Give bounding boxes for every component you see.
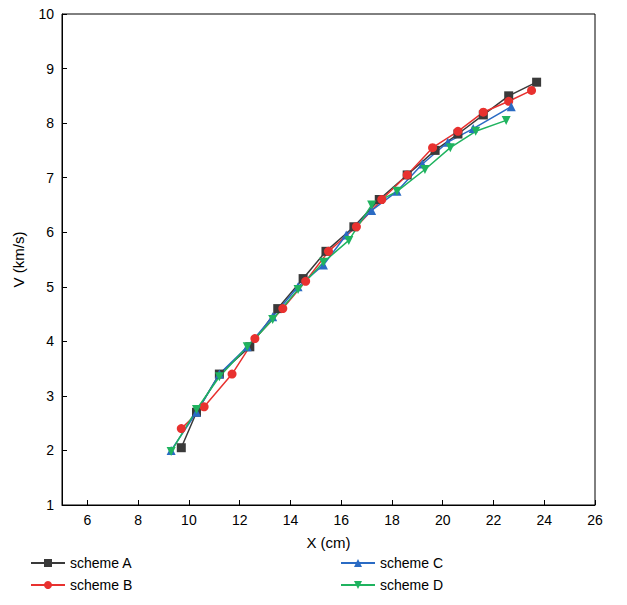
svg-text:26: 26 bbox=[587, 512, 603, 528]
svg-text:3: 3 bbox=[46, 388, 54, 404]
svg-text:5: 5 bbox=[46, 279, 54, 295]
svg-text:V (km/s): V (km/s) bbox=[10, 232, 27, 288]
svg-text:14: 14 bbox=[283, 512, 299, 528]
svg-text:1: 1 bbox=[46, 497, 54, 513]
svg-text:22: 22 bbox=[486, 512, 502, 528]
svg-text:6: 6 bbox=[46, 224, 54, 240]
svg-text:8: 8 bbox=[46, 115, 54, 131]
svg-text:18: 18 bbox=[384, 512, 400, 528]
svg-text:4: 4 bbox=[46, 333, 54, 349]
svg-text:10: 10 bbox=[181, 512, 197, 528]
svg-text:24: 24 bbox=[536, 512, 552, 528]
svg-text:20: 20 bbox=[435, 512, 451, 528]
svg-text:16: 16 bbox=[333, 512, 349, 528]
svg-text:9: 9 bbox=[46, 61, 54, 77]
svg-text:scheme B: scheme B bbox=[70, 577, 132, 593]
svg-text:12: 12 bbox=[232, 512, 248, 528]
svg-text:scheme C: scheme C bbox=[380, 555, 443, 571]
svg-text:7: 7 bbox=[46, 170, 54, 186]
svg-text:8: 8 bbox=[134, 512, 142, 528]
svg-text:6: 6 bbox=[83, 512, 91, 528]
svg-text:10: 10 bbox=[38, 6, 54, 22]
svg-text:scheme A: scheme A bbox=[70, 555, 132, 571]
svg-text:scheme D: scheme D bbox=[380, 577, 443, 593]
svg-text:X (cm): X (cm) bbox=[306, 534, 350, 551]
svg-text:2: 2 bbox=[46, 442, 54, 458]
